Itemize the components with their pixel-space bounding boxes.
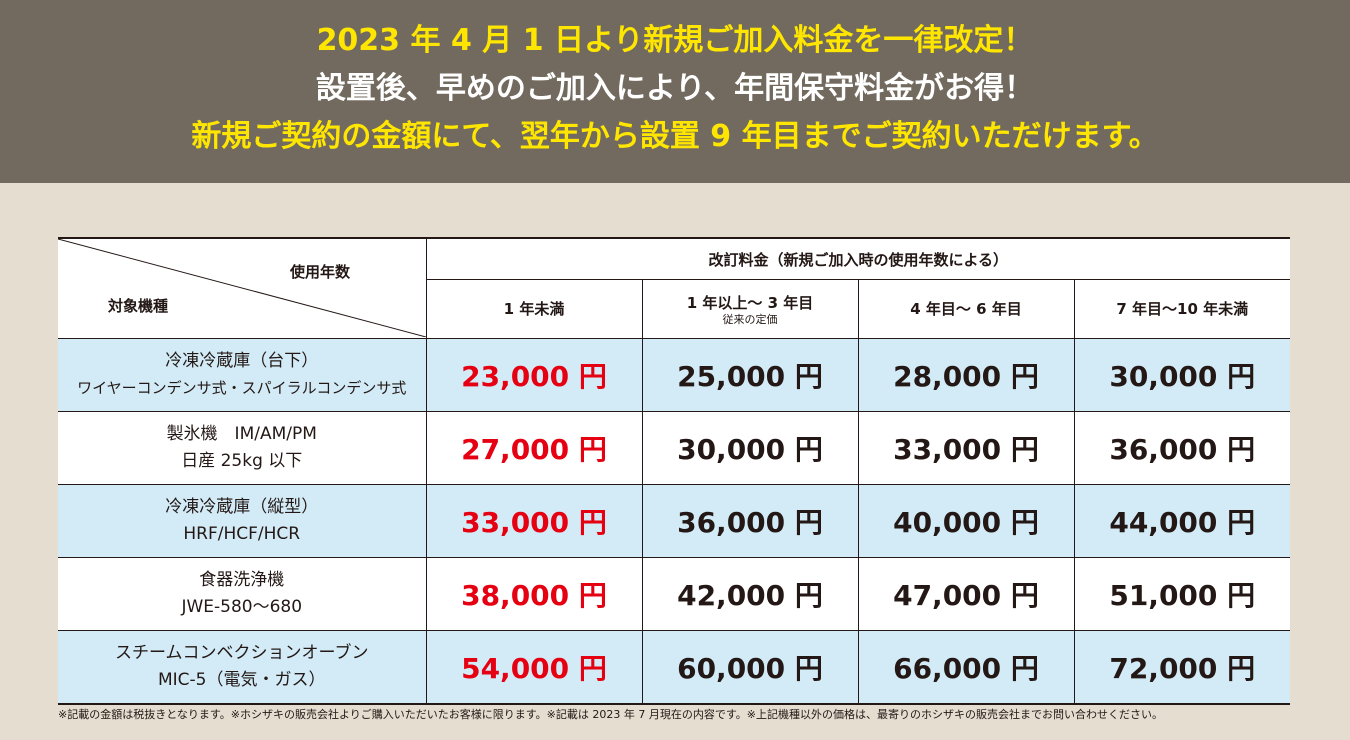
- model-name: 冷凍冷蔵庫（台下）: [165, 351, 319, 371]
- column-label: 1 年未満: [503, 300, 565, 318]
- price-cell-4-to-6-years: 40,000 円: [857, 484, 1074, 558]
- price-cell-4-to-6-years: 33,000 円: [857, 411, 1074, 485]
- model-name: 食器洗浄機: [199, 570, 285, 590]
- model-detail: JWE-580～680: [181, 597, 303, 617]
- column-header-1-to-3-years: 1 年以上～ 3 年目 従来の定価: [641, 279, 858, 339]
- banner-headline: 2023 年 4 月 1 日より新規ご加入料金を一律改定！: [316, 23, 1034, 58]
- table-row: スチームコンベクションオーブン MIC-5（電気・ガス） 54,000 円 60…: [58, 630, 1290, 704]
- column-header-4-to-6-years: 4 年目～ 6 年目: [857, 279, 1074, 339]
- price-cell-7-to-10-years: 36,000 円: [1073, 411, 1290, 485]
- column-note: 従来の定価: [722, 312, 778, 326]
- price-cell-1-to-3-years: 60,000 円: [641, 630, 858, 704]
- footnote: ※記載の金額は税抜きとなります。※ホシザキの販売会社よりご購入いただいたお客様に…: [58, 708, 1163, 721]
- price-cell-under-1-year: 33,000 円: [425, 484, 642, 558]
- price-cell-under-1-year: 27,000 円: [425, 411, 642, 485]
- table-row: 食器洗浄機 JWE-580～680 38,000 円 42,000 円 47,0…: [58, 557, 1290, 631]
- price-cell-1-to-3-years: 30,000 円: [641, 411, 858, 485]
- model-name: スチームコンベクションオーブン: [115, 643, 369, 663]
- model-cell: 製氷機 IM/AM/PM 日産 25kg 以下: [58, 411, 426, 485]
- model-detail: HRF/HCF/HCR: [183, 524, 301, 544]
- price-cell-7-to-10-years: 51,000 円: [1073, 557, 1290, 631]
- price-cell-under-1-year: 38,000 円: [425, 557, 642, 631]
- pricing-table: 使用年数 対象機種 改訂料金（新規ご加入時の使用年数による） 1 年未満 1 年…: [58, 237, 1290, 705]
- model-cell: 食器洗浄機 JWE-580～680: [58, 557, 426, 631]
- model-detail: MIC-5（電気・ガス）: [157, 670, 326, 690]
- price-cell-under-1-year: 54,000 円: [425, 630, 642, 704]
- price-cell-4-to-6-years: 28,000 円: [857, 338, 1074, 412]
- model-detail: ワイヤーコンデンサ式・スパイラルコンデンサ式: [77, 379, 407, 397]
- column-header-7-to-10-years: 7 年目～10 年未満: [1073, 279, 1290, 339]
- corner-diagonal-line: [58, 239, 426, 337]
- model-name: 冷凍冷蔵庫（縦型）: [165, 497, 319, 517]
- table-row: 製氷機 IM/AM/PM 日産 25kg 以下 27,000 円 30,000 …: [58, 411, 1290, 485]
- table-corner-header: 使用年数 対象機種: [58, 238, 427, 339]
- price-cell-1-to-3-years: 36,000 円: [641, 484, 858, 558]
- price-cell-under-1-year: 23,000 円: [425, 338, 642, 412]
- model-cell: 冷凍冷蔵庫（縦型） HRF/HCF/HCR: [58, 484, 426, 558]
- price-cell-7-to-10-years: 72,000 円: [1073, 630, 1290, 704]
- revised-price-group-header: 改訂料金（新規ご加入時の使用年数による）: [425, 238, 1290, 280]
- price-cell-1-to-3-years: 25,000 円: [641, 338, 858, 412]
- price-cell-4-to-6-years: 47,000 円: [857, 557, 1074, 631]
- column-header-under-1-year: 1 年未満: [425, 279, 642, 339]
- model-cell: スチームコンベクションオーブン MIC-5（電気・ガス）: [58, 630, 426, 704]
- price-cell-1-to-3-years: 42,000 円: [641, 557, 858, 631]
- years-of-use-label: 使用年数: [290, 263, 351, 281]
- column-label: 4 年目～ 6 年目: [910, 300, 1022, 318]
- column-label: 1 年以上～ 3 年目: [686, 293, 814, 312]
- table-row: 冷凍冷蔵庫（縦型） HRF/HCF/HCR 33,000 円 36,000 円 …: [58, 484, 1290, 558]
- header-banner: 2023 年 4 月 1 日より新規ご加入料金を一律改定！ 設置後、早めのご加入…: [0, 0, 1350, 183]
- price-cell-4-to-6-years: 66,000 円: [857, 630, 1074, 704]
- price-cell-7-to-10-years: 30,000 円: [1073, 338, 1290, 412]
- model-name: 製氷機 IM/AM/PM: [166, 424, 317, 444]
- table-row: 冷凍冷蔵庫（台下） ワイヤーコンデンサ式・スパイラルコンデンサ式 23,000 …: [58, 338, 1290, 412]
- banner-subheadline: 設置後、早めのご加入により、年間保守料金がお得！: [315, 71, 1035, 106]
- model-detail: 日産 25kg 以下: [181, 451, 303, 471]
- banner-contract-note: 新規ご契約の金額にて、翌年から設置 9 年目までご契約いただけます。: [191, 119, 1159, 154]
- target-model-label: 対象機種: [108, 297, 169, 315]
- model-cell: 冷凍冷蔵庫（台下） ワイヤーコンデンサ式・スパイラルコンデンサ式: [58, 338, 426, 412]
- price-cell-7-to-10-years: 44,000 円: [1073, 484, 1290, 558]
- column-label: 7 年目～10 年未満: [1116, 300, 1249, 318]
